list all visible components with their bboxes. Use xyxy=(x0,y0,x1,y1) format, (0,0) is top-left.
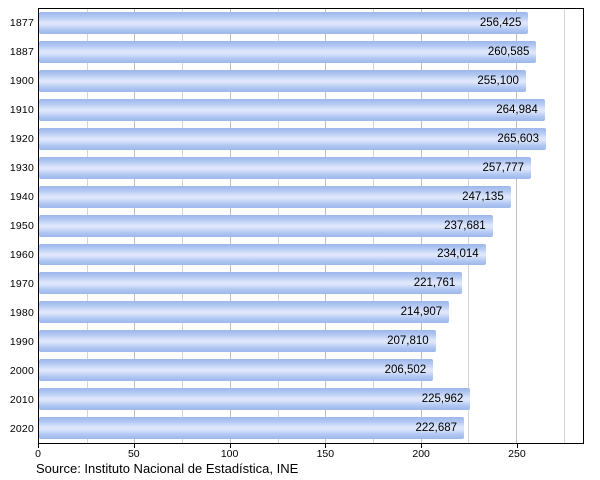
bar-row: 222,687 xyxy=(39,414,583,443)
y-axis-label: 2010 xyxy=(9,394,34,407)
x-axis-tick-label: 100 xyxy=(220,448,239,460)
bar-value-label: 225,962 xyxy=(421,393,464,406)
bar-value-label: 255,100 xyxy=(477,74,519,87)
bar: 260,585 xyxy=(39,40,537,63)
y-axis-label: 1940 xyxy=(9,190,34,203)
bar-value-label: 221,761 xyxy=(413,277,456,290)
bar: 222,687 xyxy=(39,417,465,440)
gridline xyxy=(516,9,518,443)
y-axis-label: 1980 xyxy=(9,307,34,320)
y-axis-label: 1970 xyxy=(9,278,34,291)
bar: 207,810 xyxy=(39,330,436,353)
bar-row: 214,907 xyxy=(39,298,583,327)
x-axis-tick xyxy=(516,444,518,448)
bar-row: 206,502 xyxy=(39,356,583,385)
bar-value-label: 264,984 xyxy=(496,103,538,116)
bar-rows: 256,425 260,585 255,100 264,984 265,603 257,7… xyxy=(39,9,583,443)
gridline xyxy=(563,9,565,443)
bar: 221,761 xyxy=(39,272,463,295)
bar-row: 255,100 xyxy=(39,67,583,96)
x-axis-tick-label: 150 xyxy=(316,448,335,460)
y-axis-label: 2000 xyxy=(9,365,34,378)
bar-value-label: 256,425 xyxy=(479,16,522,29)
bar-value-label: 214,907 xyxy=(400,306,443,319)
bar-value-label: 257,777 xyxy=(482,161,525,174)
bar: 237,681 xyxy=(39,214,493,237)
bar-row: 225,962 xyxy=(39,385,583,414)
bar: 206,502 xyxy=(39,359,434,382)
x-axis-tick xyxy=(38,444,39,448)
x-axis-tick xyxy=(133,444,135,448)
x-axis-tick xyxy=(229,444,231,448)
x-axis-tick-label: 250 xyxy=(508,448,526,460)
bar: 256,425 xyxy=(39,12,529,34)
source-text: Source: Instituto Nacional de Estadístic… xyxy=(36,461,299,476)
bar-value-label: 260,585 xyxy=(487,45,530,58)
bar-value-label: 222,687 xyxy=(415,422,458,435)
bar: 257,777 xyxy=(39,156,532,179)
y-axis-label: 1930 xyxy=(9,161,34,174)
y-axis-label: 1910 xyxy=(9,103,34,116)
bar-value-label: 234,014 xyxy=(437,248,479,261)
bar-value-label: 265,603 xyxy=(497,132,539,145)
x-axis-tick xyxy=(325,444,327,448)
plot-area: 256,425 260,585 255,100 264,984 265,603 257,7… xyxy=(38,8,584,444)
y-axis-label: 1887 xyxy=(9,45,34,58)
bar-value-label: 247,135 xyxy=(462,190,504,203)
bar: 214,907 xyxy=(39,301,450,324)
bar-value-label: 207,810 xyxy=(387,335,429,348)
y-axis-label: 1990 xyxy=(9,336,34,349)
x-axis: 0 50 100 150 200 250 xyxy=(35,444,584,462)
bar: 255,100 xyxy=(39,69,526,92)
bar-row: 221,761 xyxy=(39,269,583,298)
y-axis-label: 1960 xyxy=(9,249,34,262)
bar-row: 237,681 xyxy=(39,212,583,241)
x-axis-tick-label: 200 xyxy=(412,448,430,460)
bar: 265,603 xyxy=(39,127,546,150)
x-axis-tick xyxy=(421,444,423,448)
x-axis-tick-label: 0 xyxy=(35,448,41,460)
y-axis-label: 1877 xyxy=(9,16,34,29)
bar-row: 257,777 xyxy=(39,154,583,183)
y-axis-label: 1950 xyxy=(9,219,34,232)
bar-value-label: 206,502 xyxy=(384,364,427,377)
bar: 225,962 xyxy=(39,388,471,411)
bar-row: 234,014 xyxy=(39,241,583,270)
bar-row: 260,585 xyxy=(39,38,583,67)
bar-row: 265,603 xyxy=(39,125,583,154)
x-axis-tick-label: 50 xyxy=(127,448,140,460)
bar: 264,984 xyxy=(39,98,545,121)
bar-row: 207,810 xyxy=(39,327,583,356)
y-axis-label: 2020 xyxy=(9,423,34,436)
y-axis-label: 1920 xyxy=(9,132,34,145)
bar: 247,135 xyxy=(39,185,511,208)
bar-row: 247,135 xyxy=(39,183,583,212)
y-axis-label: 1900 xyxy=(9,74,34,87)
y-axis-labels: 1877 1887 1900 1910 1920 1930 1940 1950 1960 1970… xyxy=(0,8,34,444)
bar-value-label: 237,681 xyxy=(444,219,486,232)
bar-row: 264,984 xyxy=(39,96,583,125)
bar-row: 256,425 xyxy=(39,9,583,38)
bar: 234,014 xyxy=(39,243,486,266)
